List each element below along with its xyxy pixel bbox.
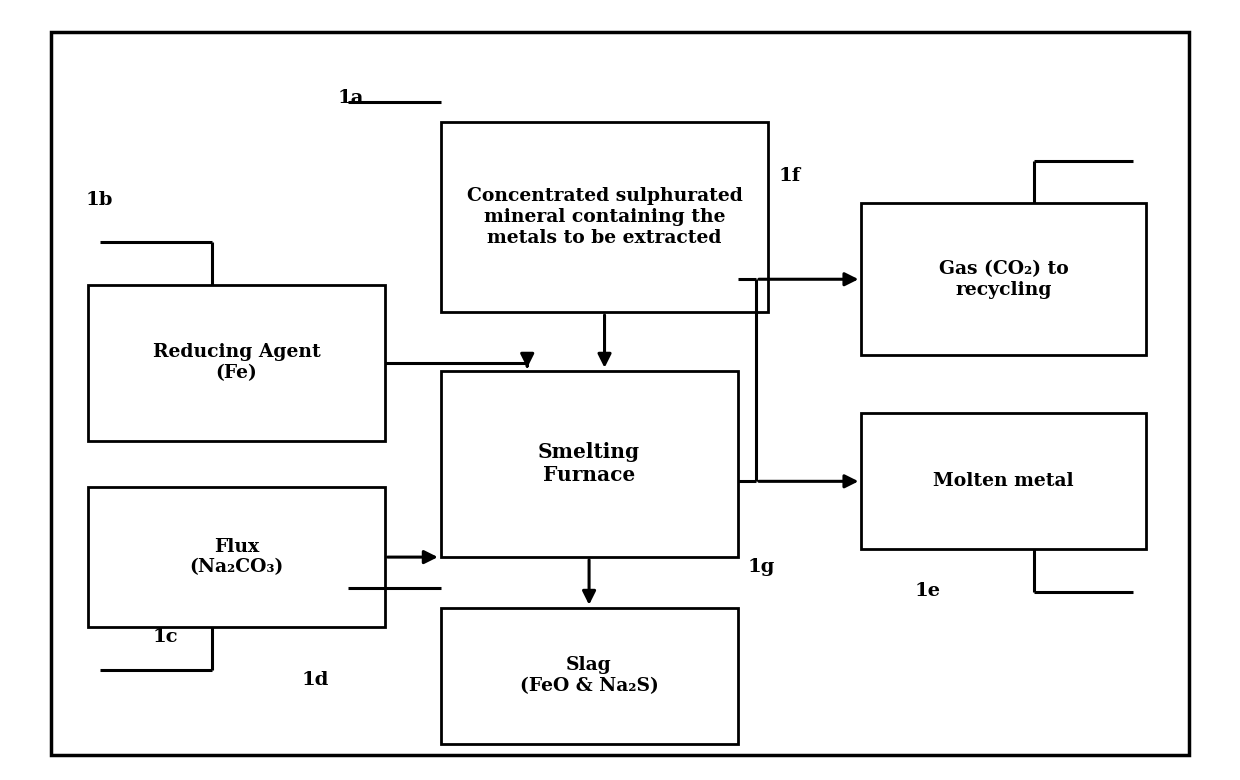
Text: Slag
(FeO & Na₂S): Slag (FeO & Na₂S) [520, 656, 658, 695]
Text: 1f: 1f [779, 167, 801, 186]
Text: 1g: 1g [748, 558, 775, 576]
Text: Reducing Agent
(Fe): Reducing Agent (Fe) [153, 343, 320, 382]
Text: 1b: 1b [86, 190, 113, 208]
Text: 1c: 1c [153, 628, 179, 646]
Text: 1e: 1e [914, 582, 940, 600]
Bar [862, 413, 1146, 549]
Text: Concentrated sulphurated
mineral containing the
metals to be extracted: Concentrated sulphurated mineral contain… [466, 187, 743, 246]
Bar [88, 488, 384, 627]
Text: Gas (CO₂) to
recycling: Gas (CO₂) to recycling [939, 260, 1069, 299]
Bar [440, 608, 738, 743]
Text: 1a: 1a [337, 89, 363, 107]
Bar [862, 204, 1146, 355]
Text: Smelting
Furnace: Smelting Furnace [538, 442, 640, 485]
Text: Molten metal: Molten metal [934, 473, 1074, 491]
Bar [440, 370, 738, 557]
Bar [88, 285, 384, 441]
Text: Flux
(Na₂CO₃): Flux (Na₂CO₃) [190, 537, 284, 576]
Bar [440, 122, 769, 312]
Text: 1d: 1d [301, 671, 330, 689]
